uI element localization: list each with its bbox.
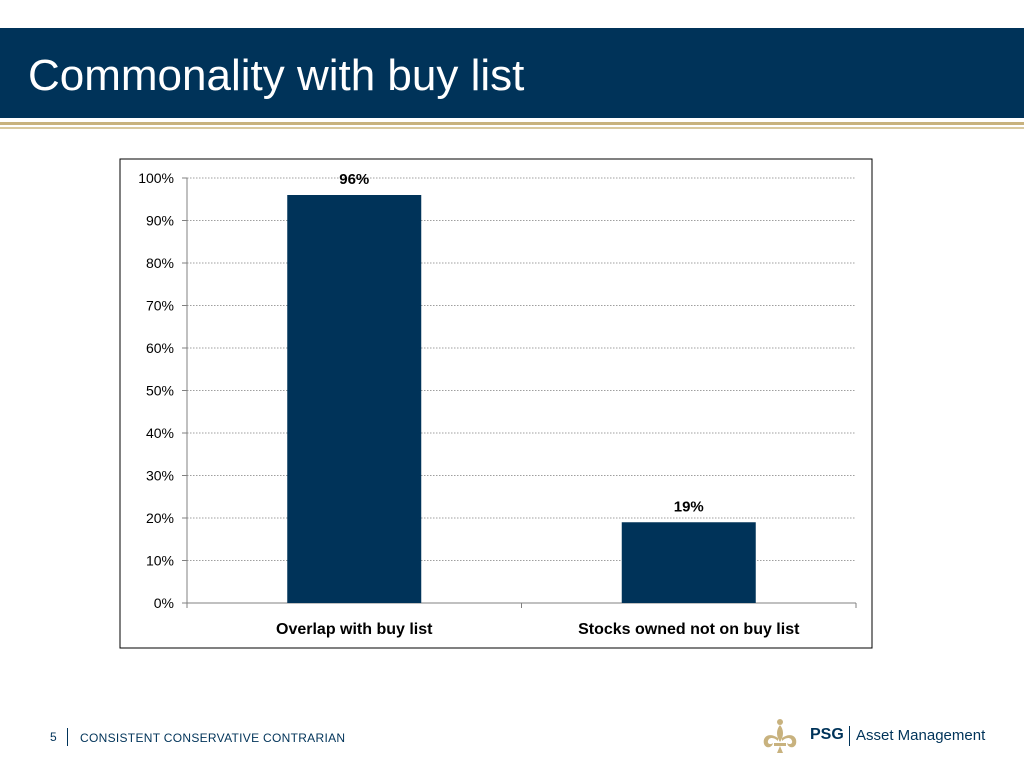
- footer-divider: [67, 728, 68, 746]
- top-strip: [0, 0, 1024, 28]
- y-tick-label: 80%: [146, 255, 174, 271]
- fleur-de-lis-icon: [763, 719, 797, 753]
- page-number: 5: [50, 730, 57, 744]
- psg-logo: PSG Asset Management: [758, 716, 998, 756]
- y-tick-label: 0%: [154, 595, 174, 611]
- gold-divider-thin: [0, 127, 1024, 129]
- y-tick-label: 70%: [146, 298, 174, 314]
- y-tick-label: 50%: [146, 383, 174, 399]
- data-label: 96%: [339, 171, 369, 188]
- data-label: 19%: [674, 498, 704, 515]
- footer-tagline: CONSISTENT CONSERVATIVE CONTRARIAN: [80, 731, 346, 745]
- slide-header: Commonality with buy list: [0, 28, 1024, 118]
- x-tick-label: Overlap with buy list: [276, 621, 433, 638]
- y-tick-label: 60%: [146, 340, 174, 356]
- slide-title: Commonality with buy list: [28, 51, 525, 100]
- y-tick-label: 100%: [138, 170, 174, 186]
- y-tick-label: 40%: [146, 425, 174, 441]
- chart-frame: [119, 158, 873, 649]
- bar: [621, 522, 756, 603]
- y-tick-label: 20%: [146, 510, 174, 526]
- logo-separator: [849, 726, 850, 746]
- bar: [287, 195, 422, 603]
- gold-divider: [0, 122, 1024, 125]
- x-tick-label: Stocks owned not on buy list: [578, 621, 800, 638]
- y-tick-label: 90%: [146, 213, 174, 229]
- y-tick-label: 30%: [146, 468, 174, 484]
- logo-brand: PSG: [810, 726, 844, 743]
- y-tick-label: 10%: [146, 553, 174, 569]
- logo-tagline: Asset Management: [856, 727, 986, 744]
